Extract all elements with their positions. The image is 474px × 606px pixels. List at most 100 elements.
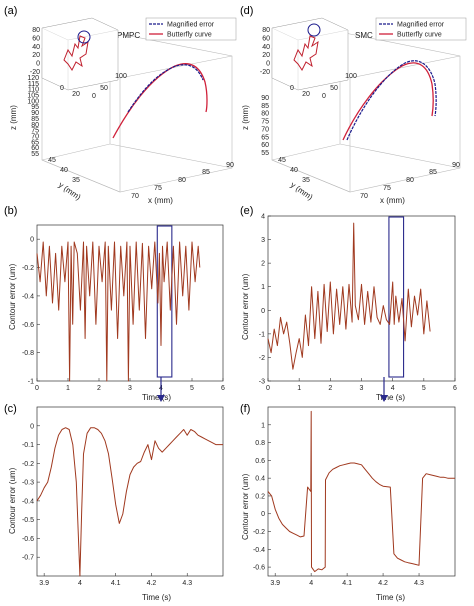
yticks-d: 45 40 35 (278, 157, 310, 184)
ztick-label: 60 (31, 145, 39, 152)
ytick-label: -0.4 (22, 293, 34, 300)
zlabel-a: z (mm) (9, 105, 18, 130)
yticks-a: 45 40 35 (48, 157, 80, 184)
ytick-label: 0.4 (255, 476, 265, 483)
error-series-line (267, 222, 431, 370)
ytick-label: 1 (261, 284, 265, 291)
ytick-label: 45 (278, 157, 286, 164)
ztick-label: 65 (31, 139, 39, 146)
inset-zoom-circle-a (77, 30, 91, 44)
ztick-label: 90 (31, 110, 39, 117)
xtick-label: 85 (202, 169, 210, 176)
legend-magnified-d: Magnified error (397, 22, 445, 29)
xlabel-a: x (mm) (148, 196, 173, 205)
inset-xtick-label: 50 (100, 85, 108, 92)
ytick-label: -0.1 (22, 442, 34, 449)
zoom-window-box (156, 225, 173, 378)
ytick-label: 1 (261, 422, 265, 429)
ztick-label: -20 (30, 69, 40, 76)
ytick-label: -0.4 (253, 547, 265, 554)
error-series-line (36, 427, 223, 577)
panel-b: (b) Contour error (um) Time (s) 01234560… (4, 205, 225, 402)
ztick-label: 70 (261, 126, 269, 133)
ztick-label: 80 (262, 27, 270, 34)
ztick-label: 75 (31, 128, 39, 135)
ztick-label: 20 (32, 52, 40, 59)
panel-c: (c) Contour error (um) Time (s) 3.9 4 4.1 4… (4, 403, 224, 602)
error-series-line (36, 241, 201, 382)
ytick-label: -0.2 (22, 461, 34, 468)
ytick-label: 0.2 (255, 493, 265, 500)
ztick-label: 110 (28, 87, 39, 94)
ytick-label: -2 (259, 355, 265, 362)
xtick-label: 90 (452, 162, 460, 169)
zlabel-d: z (mm) (241, 105, 250, 130)
xtick-label: 4.2 (147, 580, 157, 587)
legend-butterfly-a: Butterfly curve (167, 32, 212, 39)
ztick-label: 75 (261, 119, 269, 126)
ylabel-c: Contour error (um) (8, 467, 17, 534)
ytick-label: -0.4 (22, 498, 34, 505)
xtick-label: 75 (383, 185, 391, 192)
inset-xtick-label: 20 (72, 91, 80, 98)
xtick-label: 2 (97, 385, 101, 392)
inset-butterfly-a (63, 35, 89, 71)
error-series-line (267, 410, 455, 573)
ztick-label: 0 (266, 61, 270, 68)
ztick-label: 0 (36, 61, 40, 68)
panel-f: (f) Contour error (um) Time (s) 3.9 4 4.1 4… (240, 403, 456, 602)
panel-label-c: (c) (4, 403, 17, 415)
ytick-label: 2 (261, 261, 265, 268)
inset-xtick-label: 0 (322, 93, 326, 100)
xlabel-d: x (mm) (380, 196, 405, 205)
ztick-label: 20 (262, 52, 270, 59)
inset-zoom-circle-d (307, 23, 321, 37)
ztick-label: 80 (32, 27, 40, 34)
legend-d: Magnified error Butterfly curve (375, 17, 467, 41)
inset-butterfly-d (293, 35, 319, 71)
xticks-d: 70 75 80 85 90 (360, 162, 460, 200)
plot-frame-c (36, 406, 224, 577)
ytick-label: -0.6 (22, 322, 34, 329)
xlabel-e: Time (s) (376, 393, 405, 402)
ztick-label: 60 (262, 35, 270, 42)
ytick-label: 40 (290, 167, 298, 174)
inset-xtick-label: 20 (302, 91, 310, 98)
xtick-label: 85 (429, 169, 437, 176)
ytick-label: 40 (60, 167, 68, 174)
plot-frame-f (267, 406, 456, 577)
ylabel-b: Contour error (um) (8, 263, 17, 330)
xtick-label: 3 (128, 385, 132, 392)
ytick-label: -0.3 (22, 480, 34, 487)
xtick-label: 80 (406, 177, 414, 184)
legend-butterfly-d: Butterfly curve (397, 32, 442, 39)
xtick-label: 75 (154, 185, 162, 192)
xlabel-b: Time (s) (142, 393, 171, 402)
xtick-label: 3 (360, 385, 364, 392)
ytick-label: -0.6 (253, 565, 265, 572)
ztick-label: 40 (32, 44, 40, 51)
ztick-label: 55 (31, 151, 39, 158)
ytick-label: 45 (48, 157, 56, 164)
xtick-label: 4 (391, 385, 395, 392)
panel-label-b: (b) (4, 205, 17, 217)
inset-xtick-label: 50 (330, 85, 338, 92)
xtick-label: 70 (360, 193, 368, 200)
panel-title-d: SMC (355, 31, 373, 40)
ztick-label: 65 (261, 134, 269, 141)
ztick-label: 55 (261, 150, 269, 157)
magnified-error-a (127, 64, 204, 113)
xtick-label: 4.3 (182, 580, 192, 587)
xtick-label: 0 (266, 385, 270, 392)
ytick-label: -0.6 (22, 536, 34, 543)
xlabel-c: Time (s) (142, 593, 171, 602)
ylabel-f: Contour error (um) (241, 473, 250, 540)
ztick-label: 95 (31, 104, 39, 111)
panel-e: (e) Contour error (um) Time (s) 0 1 2 3 4 5 6 4… (240, 205, 457, 402)
ztick-label: 80 (31, 122, 39, 129)
panel-a: (a) PMPC 1201151101051009590858075706560… (4, 5, 237, 205)
ztick-label: 80 (261, 111, 269, 118)
ztick-label: 90 (261, 95, 269, 102)
